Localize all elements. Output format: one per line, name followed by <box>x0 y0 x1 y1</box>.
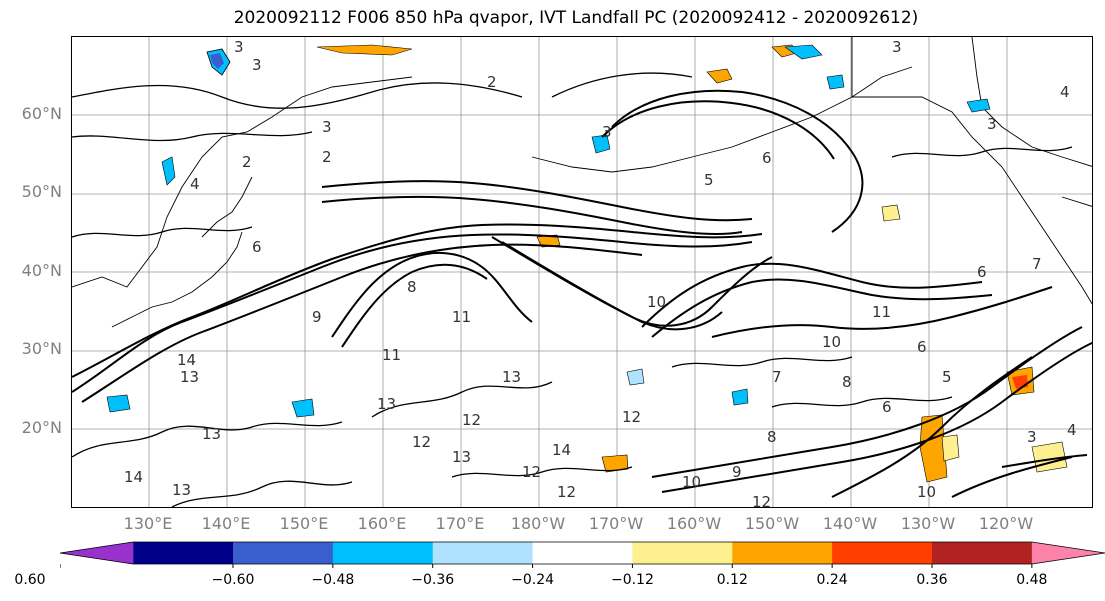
colorbar-tick-label: −0.36 <box>411 572 455 588</box>
colorbar-segment <box>632 542 733 564</box>
map-canvas: 3 3 2 3 2 4 3 5 6 3 4 3 2 6 6 7 8 9 10 1… <box>72 37 1092 508</box>
lon-label: 160°E <box>357 514 407 533</box>
contour-label: 11 <box>452 308 471 326</box>
contour-label: 11 <box>872 303 891 321</box>
contour-label: 4 <box>1060 83 1070 101</box>
colorbar-tick-label: 0.24 <box>816 572 848 588</box>
contour-label: 7 <box>1032 255 1042 273</box>
lon-label: 140°E <box>201 514 251 533</box>
contour-label: 12 <box>557 483 576 501</box>
contour-label: 8 <box>407 278 417 296</box>
contour-label: 14 <box>124 468 143 486</box>
fill-patches <box>106 44 1068 483</box>
contour-label: 12 <box>412 433 431 451</box>
colorbar-segment <box>233 542 334 564</box>
contour-label: 3 <box>892 38 902 56</box>
contour-label: 14 <box>552 441 571 459</box>
lon-label: 160°W <box>666 514 722 533</box>
lon-label: 180°W <box>510 514 566 533</box>
contour-label: 12 <box>522 463 541 481</box>
colorbar-tick-label: 0.12 <box>716 572 748 588</box>
contour-label: 10 <box>822 333 841 351</box>
colorbar-segment <box>732 542 833 564</box>
contour-label: 4 <box>190 175 200 193</box>
lon-label: 170°E <box>435 514 485 533</box>
contours-thin <box>72 72 1073 507</box>
contour-label: 10 <box>917 483 936 501</box>
contour-label: 5 <box>704 171 714 189</box>
lon-label: 130°W <box>900 514 956 533</box>
lon-label: 140°W <box>822 514 878 533</box>
contour-label: 10 <box>682 473 701 491</box>
lat-label-20n: 20°N <box>21 418 62 437</box>
colorbar-segment <box>931 542 1033 564</box>
contour-label: 8 <box>842 373 852 391</box>
lon-label: 170°W <box>588 514 644 533</box>
lon-label: 150°E <box>279 514 329 533</box>
lat-label-30n: 30°N <box>21 339 62 358</box>
contour-label: 6 <box>882 398 892 416</box>
contour-label: 13 <box>502 368 521 386</box>
contour-label: 4 <box>1067 421 1077 439</box>
contour-label: 2 <box>487 73 497 91</box>
lon-label: 130°E <box>123 514 173 533</box>
contour-label: 10 <box>647 293 666 311</box>
contour-label: 11 <box>382 346 401 364</box>
contour-label: 13 <box>202 425 221 443</box>
contour-label: 6 <box>252 238 262 256</box>
lat-label-60n: 60°N <box>21 104 62 123</box>
contour-label: 5 <box>942 368 952 386</box>
colorbar-tick-label: −0.24 <box>511 572 555 588</box>
contour-label: 13 <box>180 368 199 386</box>
gridlines <box>72 37 1092 507</box>
contour-label: 3 <box>987 115 997 133</box>
contour-label: 3 <box>322 118 332 136</box>
contour-label: 3 <box>234 38 244 56</box>
colorbar-segment <box>60 542 134 564</box>
colorbar-tick-label: −0.12 <box>610 572 654 588</box>
contour-label: 6 <box>917 338 927 356</box>
contour-label: 13 <box>377 395 396 413</box>
colorbar <box>60 541 1105 568</box>
contour-label: 3 <box>602 123 612 141</box>
coastlines <box>72 37 1092 328</box>
contour-label: 8 <box>767 428 777 446</box>
contour-label: 13 <box>172 481 191 499</box>
contour-label: 3 <box>252 56 262 74</box>
lat-label-40n: 40°N <box>21 261 62 280</box>
colorbar-tick-label: −0.60 <box>211 572 255 588</box>
contour-label: 2 <box>242 153 252 171</box>
figure-title: 2020092112 F006 850 hPa qvapor, IVT Land… <box>233 8 919 28</box>
colorbar-segment <box>1031 542 1105 564</box>
colorbar-segment <box>432 542 534 564</box>
lon-label: 120°W <box>978 514 1034 533</box>
colorbar-segment <box>133 542 234 564</box>
contour-label: 14 <box>177 351 196 369</box>
contour-label: 6 <box>762 149 772 167</box>
colorbar-segment <box>832 542 933 564</box>
contour-label: 3 <box>1027 428 1037 446</box>
map-panel: 3 3 2 3 2 4 3 5 6 3 4 3 2 6 6 7 8 9 10 1… <box>71 36 1093 508</box>
contour-label: 6 <box>977 263 987 281</box>
contour-label: 12 <box>752 493 771 508</box>
lon-label: 150°W <box>744 514 800 533</box>
colorbar-segments <box>60 541 1105 565</box>
contour-label: 9 <box>732 463 742 481</box>
colorbar-segment <box>332 542 434 564</box>
contour-label: 13 <box>452 448 471 466</box>
colorbar-tick-label: −0.48 <box>311 572 355 588</box>
colorbar-tick-label: 0.36 <box>916 572 948 588</box>
contour-label: 9 <box>312 308 322 326</box>
contour-label-group: 3 3 2 3 2 4 3 5 6 3 4 3 2 6 6 7 8 9 10 1… <box>124 38 1077 508</box>
contour-label: 2 <box>322 148 332 166</box>
contour-label: 12 <box>622 408 641 426</box>
contour-label: 7 <box>772 368 782 386</box>
colorbar-tick-label: 0.60 <box>14 572 46 588</box>
colorbar-tick-label: 0.48 <box>1016 572 1048 588</box>
colorbar-segment <box>532 542 633 564</box>
lat-label-50n: 50°N <box>21 182 62 201</box>
contours <box>72 89 1092 498</box>
contour-label: 12 <box>462 411 481 429</box>
